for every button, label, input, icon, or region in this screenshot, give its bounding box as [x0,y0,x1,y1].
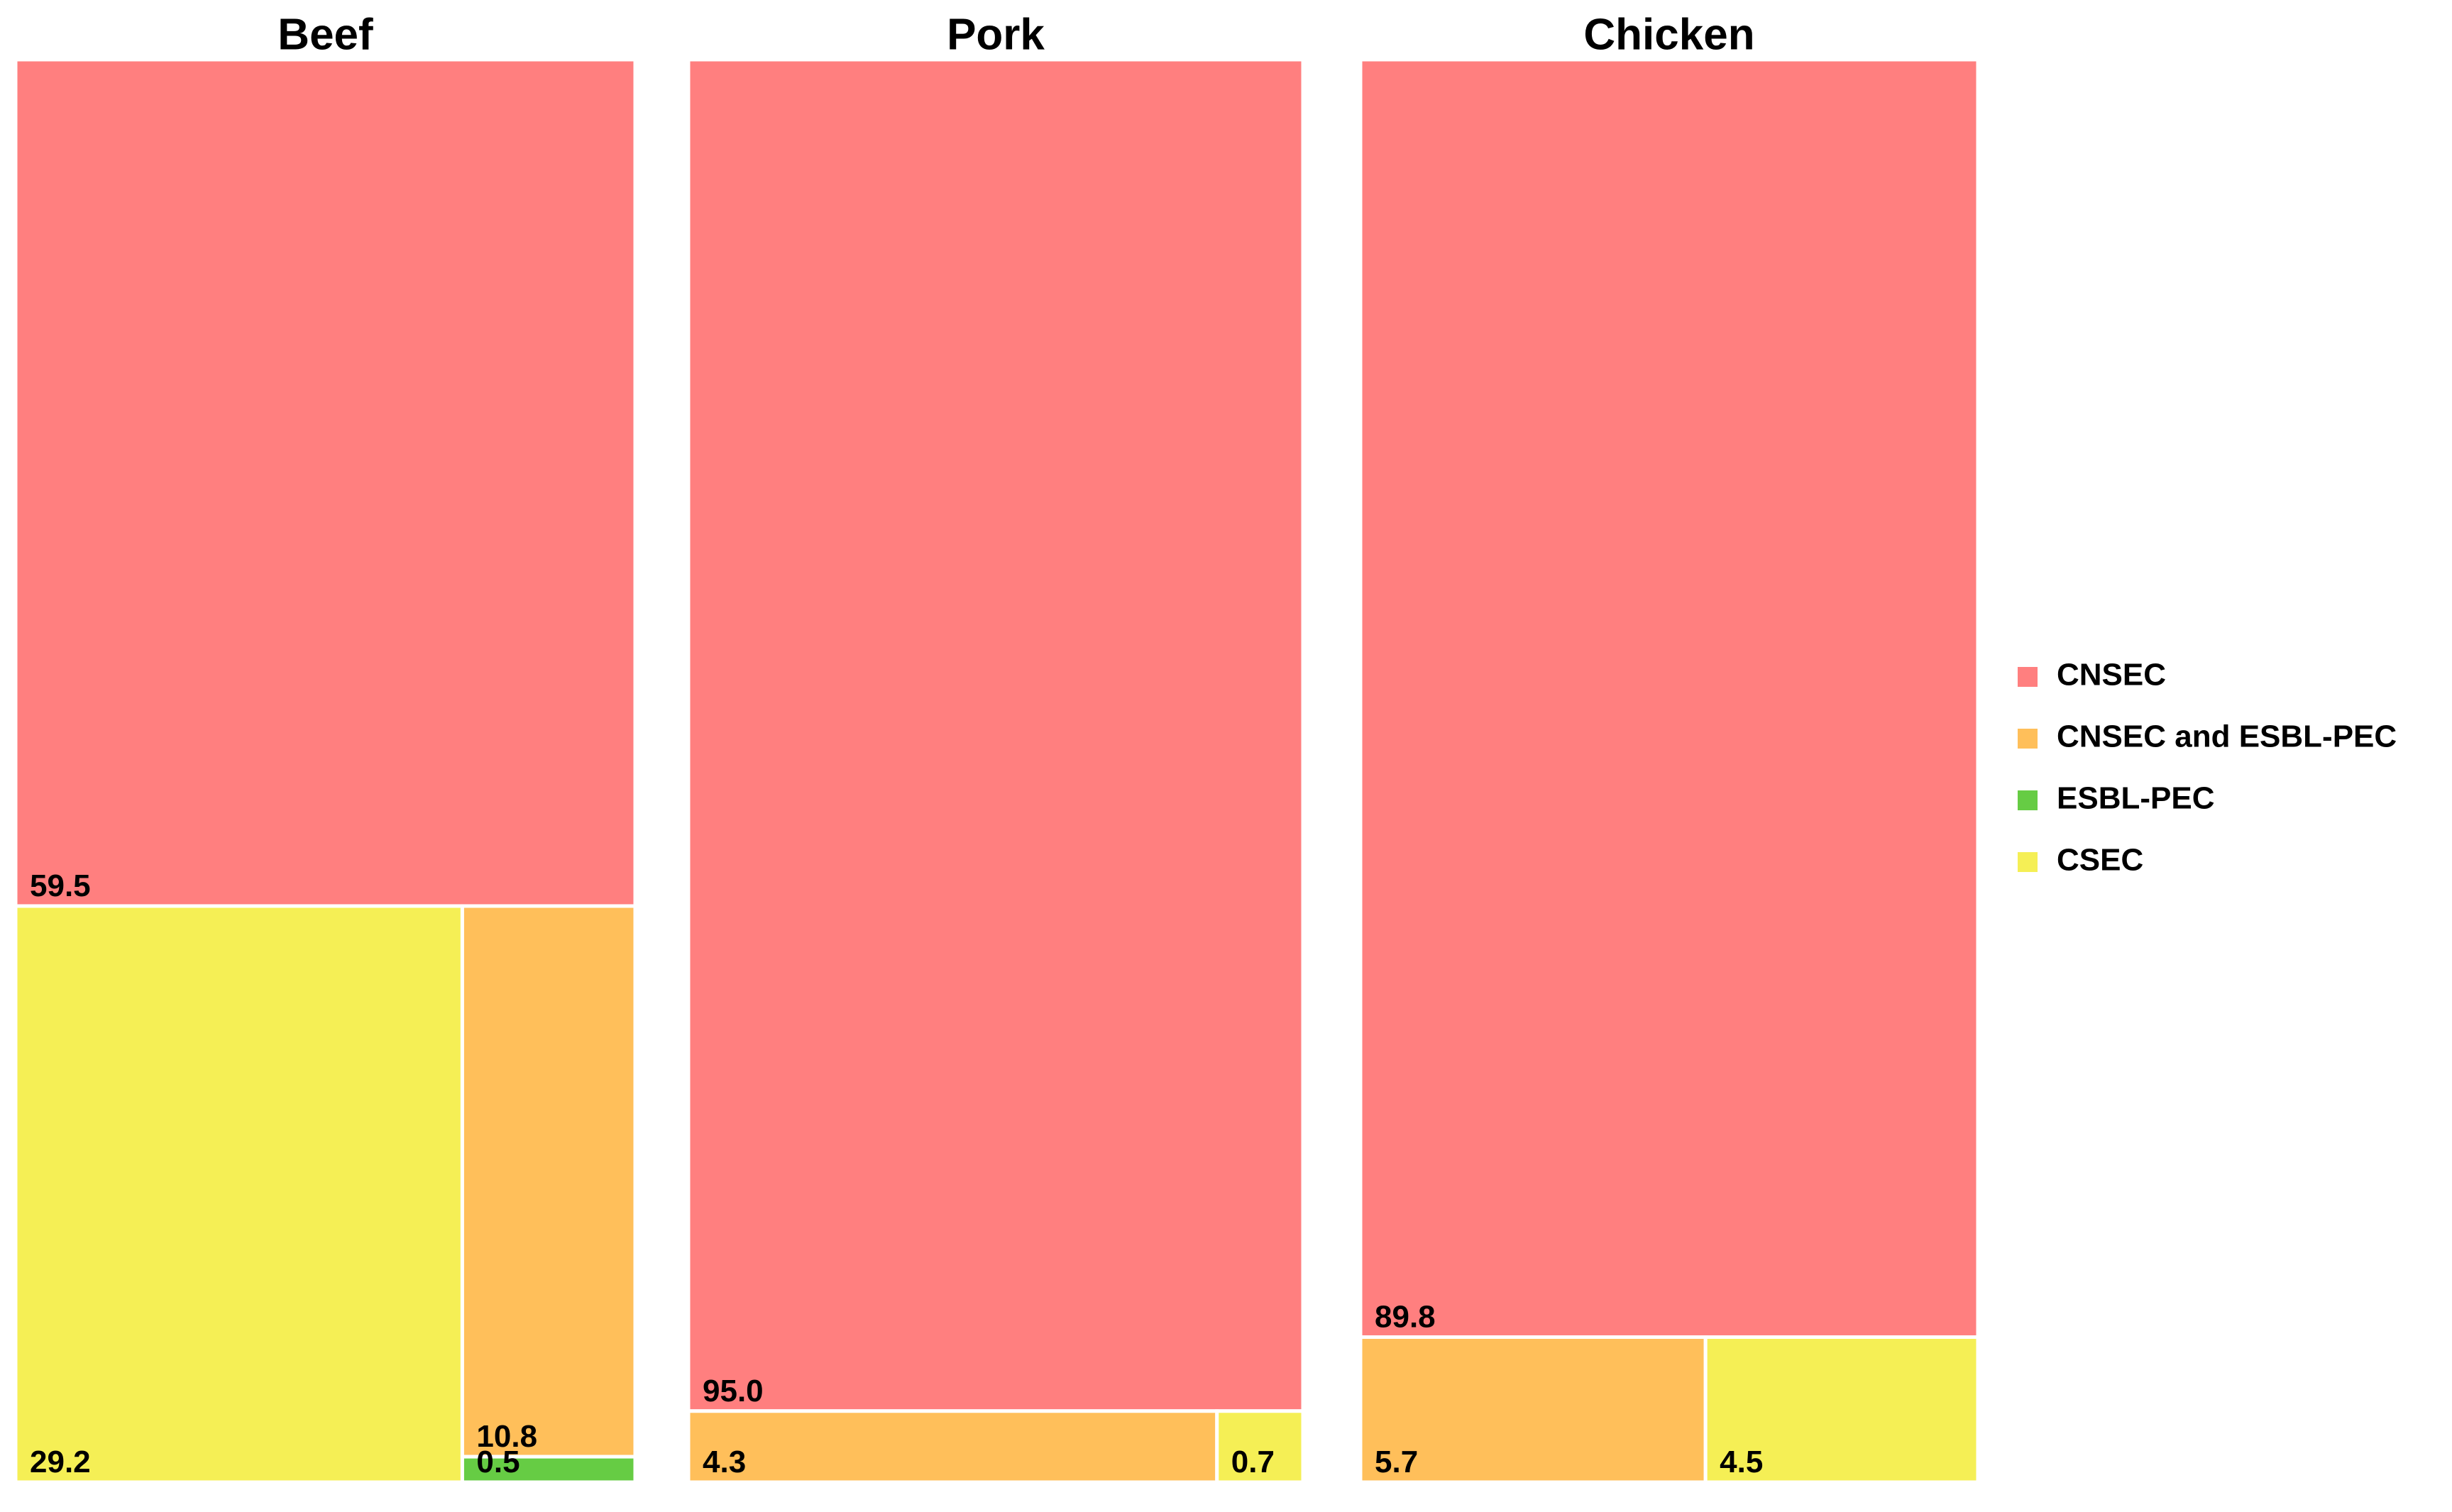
value-label: 4.3 [703,1445,746,1479]
value-label: 5.7 [1375,1445,1418,1479]
legend-label: ESBL-PEC [2057,781,2214,816]
treemap-cell [686,1409,1219,1484]
treemap-cell [460,1455,637,1484]
treemap-cell [460,904,637,1459]
value-label: 0.5 [476,1445,519,1479]
legend-label: CNSEC and ESBL-PEC [2057,719,2397,754]
value-label: 4.5 [1720,1445,1763,1479]
value-label: 95.0 [703,1374,764,1408]
treemap-cell [1215,1409,1305,1484]
treemap-cell [686,57,1305,1413]
legend-swatch [2018,667,2038,687]
legend-swatch [2018,790,2038,810]
treemap-cell [1358,1335,1708,1484]
value-label: 89.8 [1375,1299,1436,1334]
panel-title: Beef [277,10,373,59]
legend-label: CSEC [2057,843,2143,878]
legend-swatch [2018,729,2038,749]
value-label: 0.7 [1231,1445,1275,1479]
panel-title: Chicken [1583,10,1754,59]
treemap-cell [13,57,637,908]
panel-title: Pork [947,10,1045,59]
legend-swatch [2018,852,2038,872]
value-label: 29.2 [30,1445,91,1479]
treemap-cell [1358,57,1980,1339]
treemap-cell [1703,1335,1980,1484]
value-label: 10.8 [476,1419,537,1454]
treemap-cell [13,904,464,1484]
legend-label: CNSEC [2057,658,2166,692]
value-label: 59.5 [30,868,91,903]
